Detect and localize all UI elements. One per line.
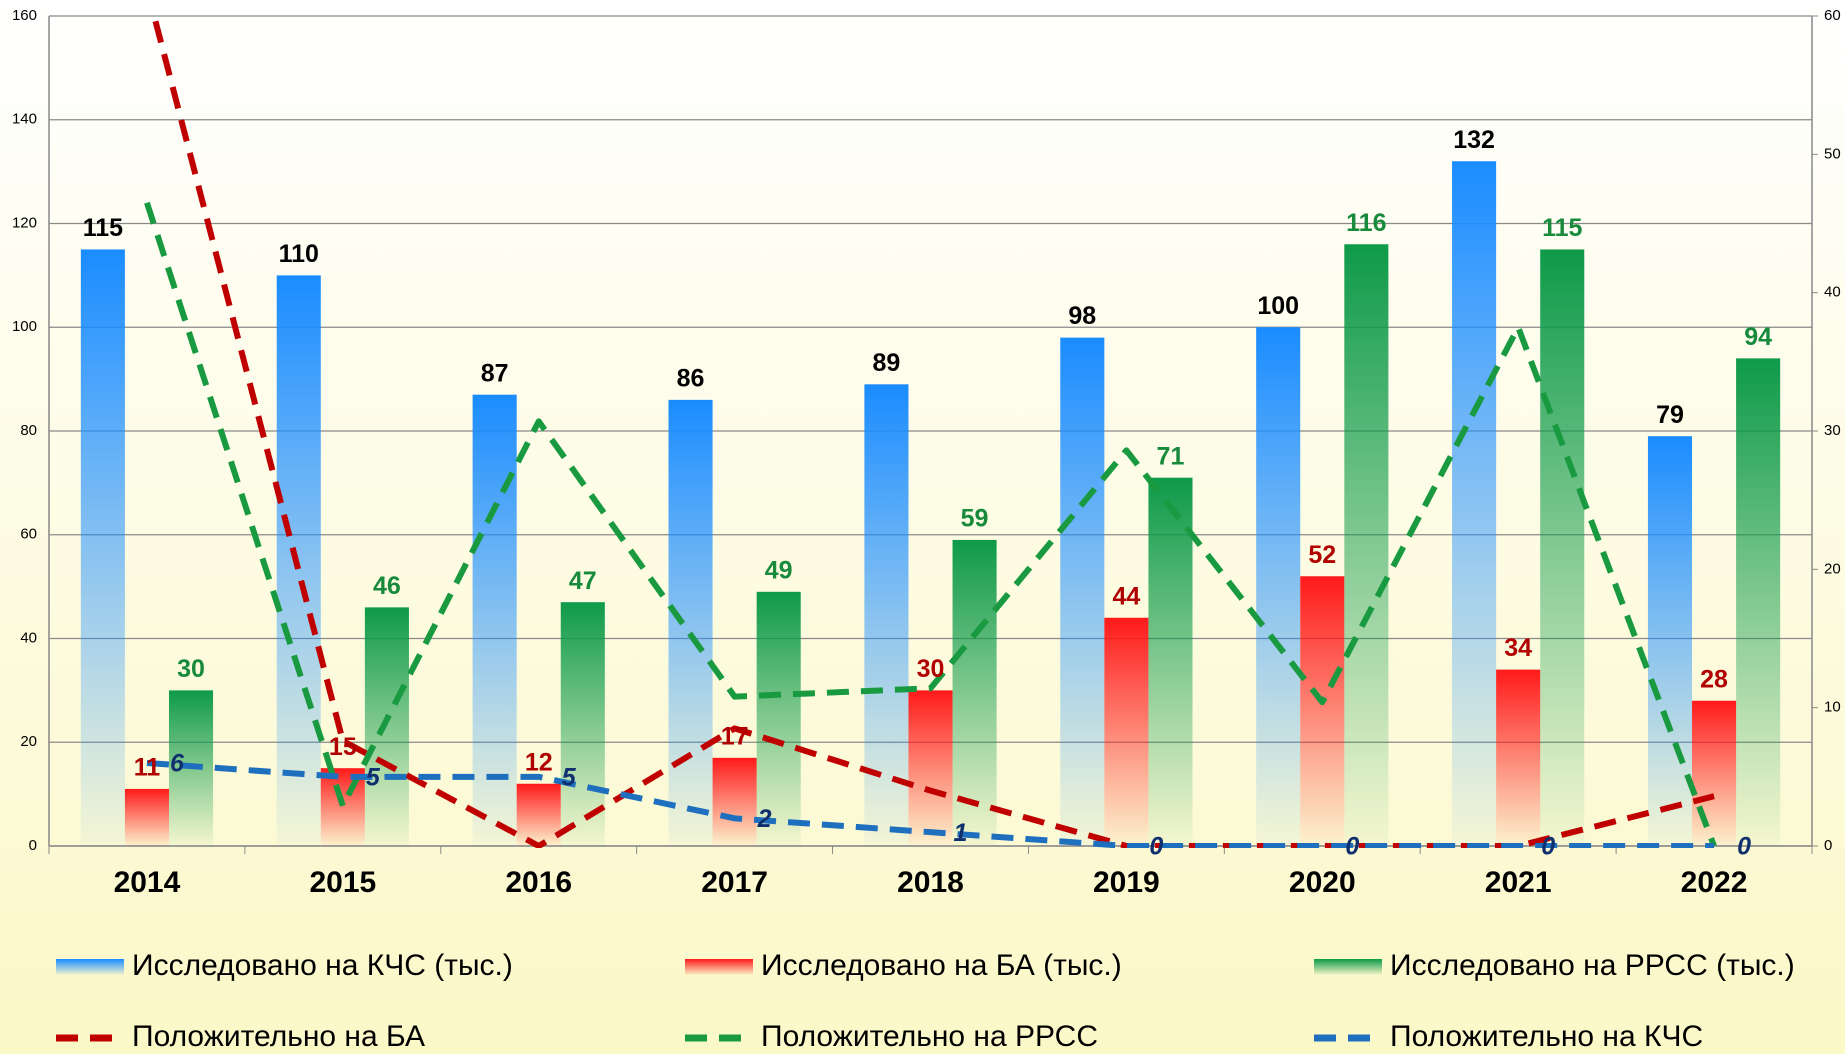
legend-label: Положительно на РРСС [761,1020,1098,1053]
y2-tick-label: 20 [1824,560,1841,577]
legend-label: Исследовано на РРСС (тыс.) [1390,949,1795,982]
x-tick-label: 2018 [897,866,964,899]
y-tick-label: 160 [12,7,37,24]
bar [364,607,409,846]
bar [1104,617,1149,846]
line-value-label: 5 [366,763,381,791]
line-value-label: 0 [1737,833,1751,861]
y-tick-label: 80 [20,422,37,439]
bar [1736,358,1781,846]
bar [1300,576,1345,846]
bar [668,399,713,846]
line-series [144,201,1717,848]
legend-swatch [56,959,124,975]
y-tick-label: 0 [29,837,37,854]
bar [560,602,605,846]
bar [80,249,125,846]
line-value-label: 0 [1345,833,1359,861]
legend-label: Положительно на КЧС [1390,1020,1703,1053]
bar [712,757,757,846]
y2-tick-label: 50 [1824,145,1841,162]
bar [952,539,997,846]
bar-value-label: 28 [1700,665,1728,693]
x-tick-label: 2015 [309,866,376,899]
bar [1692,700,1737,846]
bar-value-label: 89 [873,349,901,377]
bar-value-label: 34 [1504,634,1532,662]
bar [516,783,561,846]
bar-value-label: 47 [569,567,597,595]
x-tick-label: 2016 [505,866,572,899]
bar-value-label: 30 [177,655,205,683]
legend-label: Исследовано на БА (тыс.) [761,949,1122,982]
bar [1256,327,1301,846]
bar-value-label: 15 [329,733,357,761]
line-value-label: 6 [170,750,185,778]
bar [472,394,517,846]
bar [1540,249,1585,846]
bar-value-label: 115 [1542,214,1582,242]
bar-value-label: 44 [1112,582,1140,610]
x-tick-label: 2017 [701,866,768,899]
bar-value-label: 49 [765,556,793,584]
line-value-label: 5 [562,763,577,791]
bar-value-label: 11 [134,754,161,782]
bar-value-label: 86 [677,364,705,392]
y-tick-label: 20 [20,733,37,750]
y-tick-label: 120 [12,214,37,231]
bar [124,788,169,846]
bar-value-label: 110 [279,240,319,268]
bar-value-label: 17 [721,722,749,750]
line-value-label: 2 [757,805,772,833]
y2-tick-label: 0 [1824,837,1832,854]
bar [1496,669,1541,846]
y2-tick-label: 30 [1824,422,1841,439]
bar-value-label: 46 [373,572,401,600]
bar-value-label: 12 [525,748,553,776]
bar-value-label: 115 [83,214,123,242]
bar-value-label: 94 [1744,323,1772,351]
bar-value-label: 79 [1656,401,1684,429]
bar-value-label: 87 [481,359,509,387]
x-tick-label: 2019 [1093,866,1160,899]
bar-value-label: 71 [1157,442,1185,470]
bar [1647,436,1693,846]
bar [1452,161,1497,846]
bar-value-label: 98 [1068,302,1096,330]
y-tick-label: 40 [20,629,37,646]
bar [864,384,909,846]
bar-value-label: 52 [1308,541,1336,569]
x-tick-label: 2014 [114,866,181,899]
x-tick-label: 2021 [1485,866,1552,899]
bar [1060,337,1105,846]
legend-swatch [1314,959,1382,975]
bar [756,591,801,846]
legend-label: Положительно на БА [132,1020,425,1053]
bar-value-label: 100 [1257,292,1299,320]
x-tick-label: 2020 [1289,866,1356,899]
line-value-label: 0 [1541,833,1555,861]
x-tick-label: 2022 [1681,866,1748,899]
line-series [151,16,1715,848]
line-value-label: 0 [1149,833,1163,861]
y2-tick-label: 10 [1824,699,1841,716]
bar [1148,477,1193,846]
bar-value-label: 59 [961,505,989,533]
line-value-label: 1 [954,819,968,847]
bar-value-label: 116 [1346,209,1386,237]
bar-value-label: 132 [1453,126,1495,154]
y2-tick-label: 60 [1824,7,1841,24]
y-tick-label: 140 [12,111,37,128]
bar [908,690,953,846]
bar [1344,244,1389,846]
legend-swatch [685,959,753,975]
y-tick-label: 100 [12,318,37,335]
legend-label: Исследовано на КЧС (тыс.) [132,949,513,982]
y-tick-label: 60 [20,526,37,543]
line-series [146,760,1715,848]
bar-value-label: 30 [917,655,945,683]
y2-tick-label: 40 [1824,284,1841,301]
